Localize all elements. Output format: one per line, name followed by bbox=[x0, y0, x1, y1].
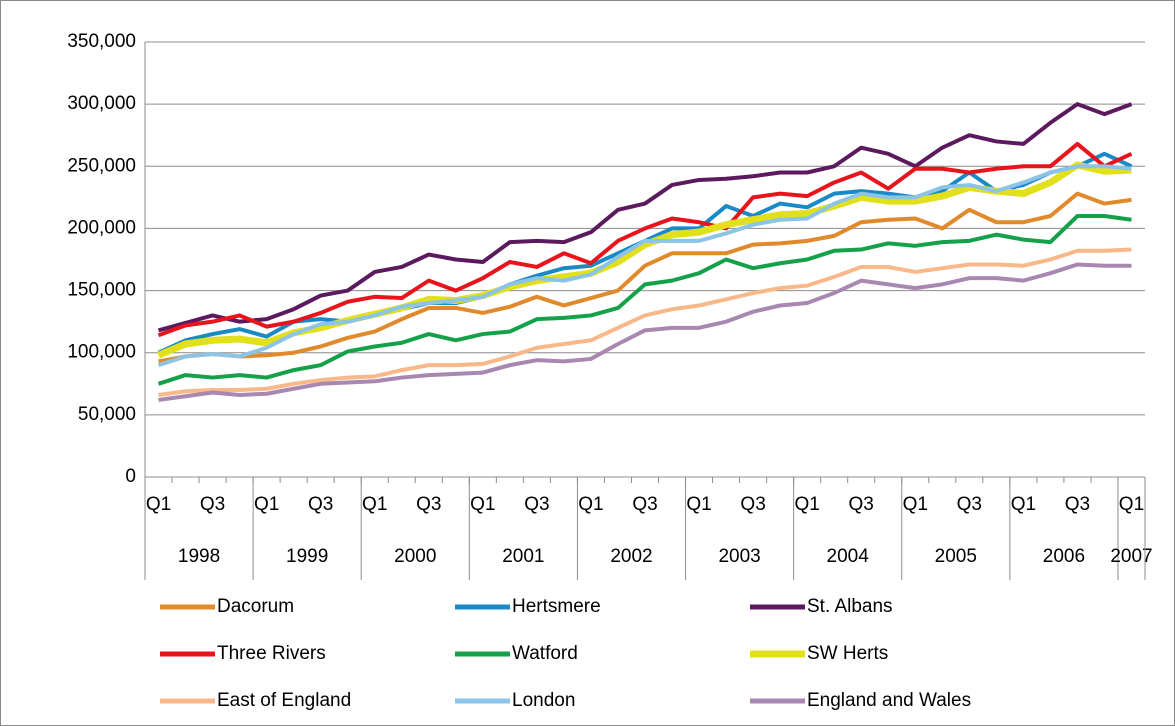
legend-label: Watford bbox=[512, 643, 578, 664]
year-label: 2006 bbox=[1043, 546, 1085, 567]
x-tick-label: Q1 bbox=[254, 494, 279, 515]
legend-label: St. Albans bbox=[807, 596, 893, 617]
x-tick-label: Q3 bbox=[200, 494, 225, 515]
year-label: 2003 bbox=[718, 546, 760, 567]
series-line bbox=[157, 164, 1132, 368]
series-line bbox=[157, 102, 1133, 333]
y-tick-label: 350,000 bbox=[67, 31, 136, 52]
x-tick-label: Q3 bbox=[632, 494, 657, 515]
y-tick-label: 50,000 bbox=[78, 404, 136, 425]
x-tick-label: Q3 bbox=[849, 494, 874, 515]
y-tick-label: 200,000 bbox=[67, 217, 136, 238]
series-line bbox=[158, 247, 1132, 397]
x-tick-label: Q1 bbox=[686, 494, 711, 515]
y-tick-label: 0 bbox=[125, 466, 136, 487]
year-label: 2002 bbox=[610, 546, 652, 567]
x-tick-label: Q3 bbox=[1065, 494, 1090, 515]
year-label: 2005 bbox=[935, 546, 977, 567]
x-tick-label: Q3 bbox=[524, 494, 549, 515]
year-label: 1999 bbox=[286, 546, 328, 567]
series-line bbox=[157, 161, 1132, 359]
y-tick-label: 300,000 bbox=[67, 93, 136, 114]
legend-label: Hertsmere bbox=[512, 596, 601, 617]
x-tick-label: Q1 bbox=[470, 494, 495, 515]
x-tick-label: Q3 bbox=[740, 494, 765, 515]
y-tick-label: 250,000 bbox=[67, 155, 136, 176]
y-tick-label: 100,000 bbox=[67, 342, 136, 363]
x-tick-label: Q1 bbox=[903, 494, 928, 515]
series-line bbox=[157, 141, 1133, 338]
x-tick-label: Q1 bbox=[362, 494, 387, 515]
legend-label: Dacorum bbox=[217, 596, 294, 617]
year-label: 2007 bbox=[1110, 546, 1152, 567]
x-tick-label: Q3 bbox=[957, 494, 982, 515]
year-label: 2000 bbox=[394, 546, 436, 567]
x-tick-label: Q1 bbox=[578, 494, 603, 515]
series-line bbox=[158, 262, 1132, 402]
legend-label: England and Wales bbox=[807, 690, 971, 711]
x-tick-label: Q1 bbox=[1011, 494, 1036, 515]
x-tick-label: Q1 bbox=[146, 494, 171, 515]
x-tick-label: Q1 bbox=[1119, 494, 1144, 515]
x-tick-label: Q1 bbox=[794, 494, 819, 515]
series-line bbox=[157, 214, 1132, 386]
legend-label: Three Rivers bbox=[217, 643, 326, 664]
year-label: 1998 bbox=[178, 546, 220, 567]
year-label: 2004 bbox=[827, 546, 870, 567]
series-line bbox=[158, 191, 1132, 364]
x-tick-label: Q3 bbox=[308, 494, 333, 515]
legend-label: East of England bbox=[217, 690, 351, 711]
x-tick-label: Q3 bbox=[416, 494, 441, 515]
legend-label: London bbox=[512, 690, 575, 711]
year-label: 2001 bbox=[502, 546, 544, 567]
legend-label: SW Herts bbox=[807, 643, 888, 664]
y-tick-label: 150,000 bbox=[67, 280, 136, 301]
